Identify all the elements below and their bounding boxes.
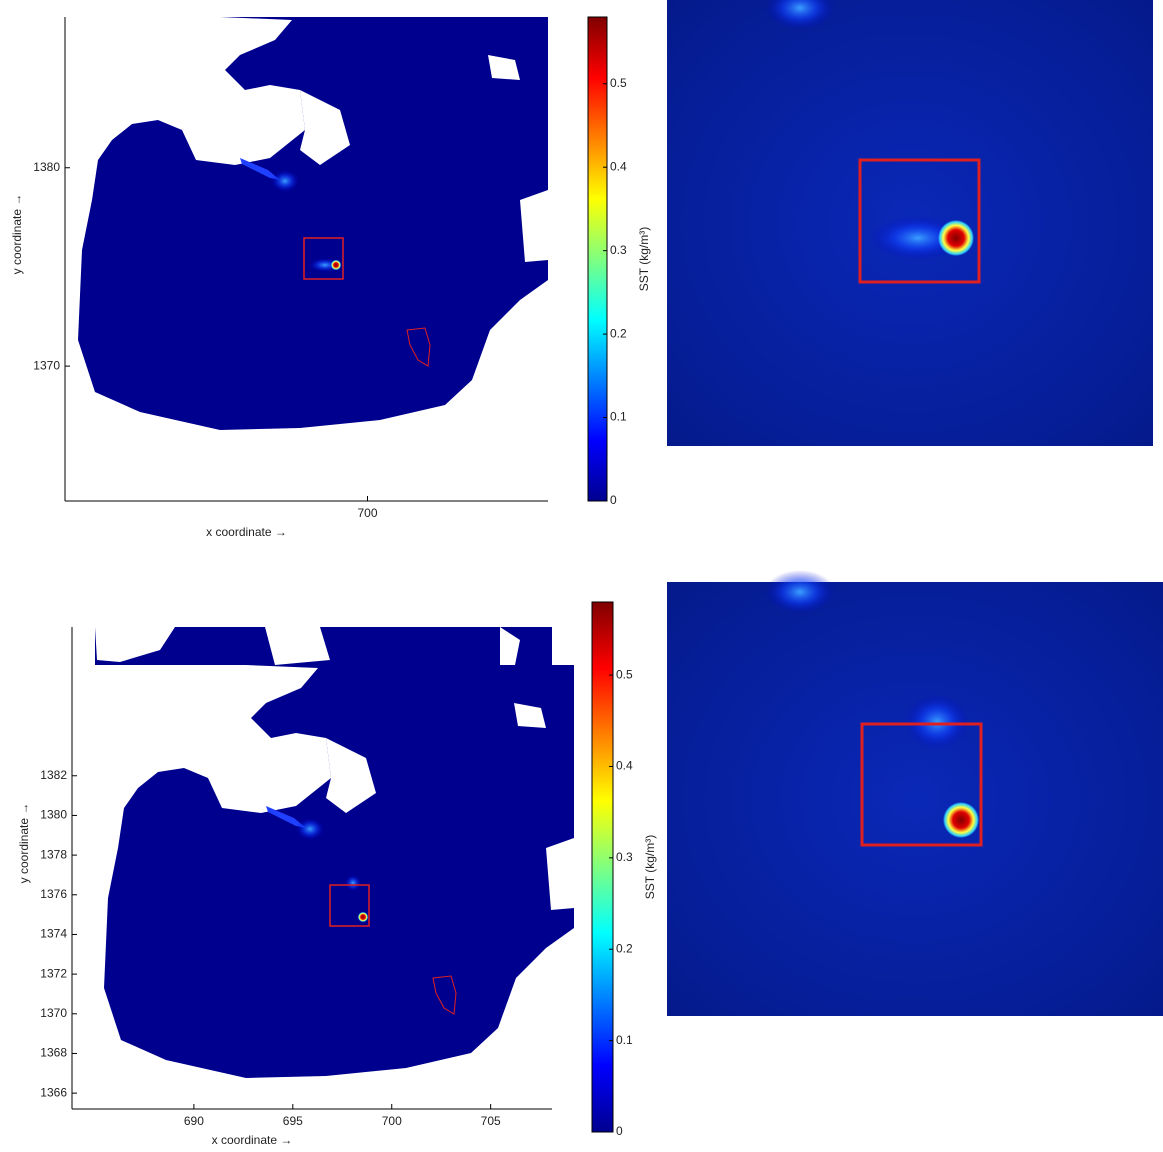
colorbar-tick-label: 0.1 bbox=[610, 410, 627, 424]
y-tick-label: 1370 bbox=[40, 1006, 67, 1020]
x-axis-label: x coordinate → bbox=[206, 525, 287, 539]
y-tick-label: 1368 bbox=[40, 1046, 67, 1060]
x-tick-label: 690 bbox=[184, 1114, 204, 1128]
y-axis-label: y coordinate → bbox=[17, 803, 31, 884]
y-tick-label: 1372 bbox=[40, 966, 67, 980]
colorbar-tick-label: 0.2 bbox=[616, 941, 633, 955]
plume bbox=[905, 694, 969, 750]
colorbar-tick-label: 0.3 bbox=[610, 243, 627, 257]
zoom-box bbox=[860, 722, 983, 847]
colorbar-tick-label: 0.5 bbox=[610, 76, 627, 90]
zoom-box bbox=[858, 158, 981, 284]
source bbox=[331, 260, 341, 270]
colorbar-tick-label: 0 bbox=[616, 1124, 623, 1138]
colorbar bbox=[591, 601, 614, 1133]
plume bbox=[765, 570, 835, 614]
map bbox=[78, 17, 548, 430]
plume bbox=[765, 0, 835, 30]
colorbar-tick-label: 0.4 bbox=[616, 759, 633, 773]
x-tick-label: 695 bbox=[283, 1114, 303, 1128]
x-tick-label: 700 bbox=[357, 506, 377, 520]
y-tick-label: 1378 bbox=[40, 847, 67, 861]
colorbar-label: SST (kg/m³) bbox=[637, 227, 651, 291]
colorbar-label: SST (kg/m³) bbox=[643, 835, 657, 899]
colorbar-tick-label: 0.2 bbox=[610, 326, 627, 340]
y-tick-label: 1382 bbox=[40, 768, 67, 782]
zoom-panel bbox=[667, 582, 1163, 1016]
y-axis-label: y coordinate → bbox=[10, 194, 24, 275]
x-axis-label: x coordinate → bbox=[212, 1133, 293, 1147]
source bbox=[938, 220, 974, 256]
y-tick-label: 1374 bbox=[40, 927, 67, 941]
zoom-box bbox=[329, 884, 370, 927]
colorbar-tick-label: 0.4 bbox=[610, 159, 627, 173]
y-tick-label: 1370 bbox=[33, 358, 60, 372]
colorbar-tick-label: 0.1 bbox=[616, 1033, 633, 1047]
source bbox=[358, 912, 368, 922]
y-tick-label: 1376 bbox=[40, 887, 67, 901]
plume bbox=[296, 818, 324, 840]
colorbar-tick-label: 0 bbox=[610, 493, 617, 507]
plume bbox=[345, 875, 361, 891]
y-tick-label: 1380 bbox=[40, 808, 67, 822]
colorbar-tick-label: 0.5 bbox=[616, 667, 633, 681]
x-tick-label: 705 bbox=[481, 1114, 501, 1128]
map bbox=[104, 665, 574, 1078]
source bbox=[943, 802, 979, 838]
y-tick-label: 1380 bbox=[33, 160, 60, 174]
y-tick-label: 1366 bbox=[40, 1085, 67, 1099]
contour bbox=[432, 975, 457, 1015]
colorbar-tick-label: 0.3 bbox=[616, 850, 633, 864]
land bbox=[95, 627, 520, 665]
colorbar bbox=[587, 16, 608, 502]
plume bbox=[271, 170, 299, 192]
contour bbox=[406, 327, 431, 367]
zoom-box bbox=[303, 237, 344, 280]
x-tick-label: 700 bbox=[382, 1114, 402, 1128]
